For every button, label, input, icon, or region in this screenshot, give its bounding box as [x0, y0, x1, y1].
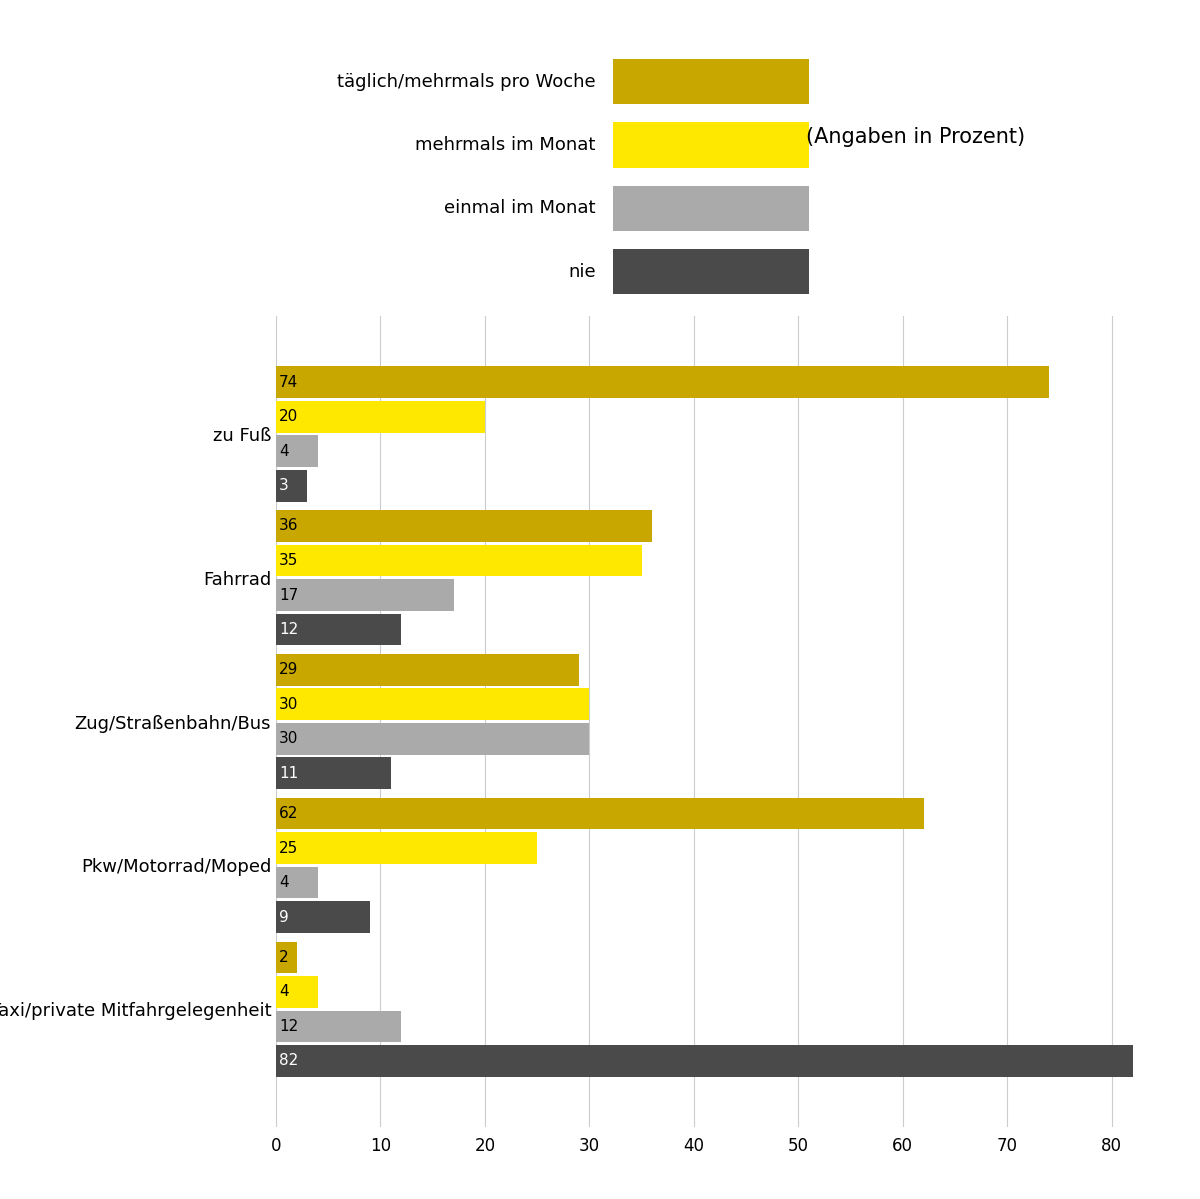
Text: 29: 29 [280, 662, 299, 677]
Text: 4: 4 [280, 984, 289, 1000]
Bar [276, 1011, 401, 1042]
FancyBboxPatch shape [613, 186, 809, 231]
Text: täglich/mehrmals pro Woche: täglich/mehrmals pro Woche [337, 73, 595, 91]
Text: einmal im Monat: einmal im Monat [444, 199, 595, 217]
Text: nie: nie [568, 263, 595, 281]
Text: 9: 9 [280, 910, 289, 924]
Text: 4: 4 [280, 444, 289, 459]
Bar [276, 797, 924, 830]
Bar [276, 688, 589, 721]
Text: 3: 3 [280, 478, 289, 493]
Bar [276, 510, 652, 542]
Text: 2: 2 [280, 950, 289, 965]
Text: 17: 17 [280, 588, 299, 603]
Bar [276, 470, 307, 501]
FancyBboxPatch shape [613, 249, 809, 295]
Bar [276, 435, 318, 468]
Text: 11: 11 [280, 766, 299, 781]
Text: mehrmals im Monat: mehrmals im Monat [415, 135, 595, 153]
Text: 12: 12 [280, 1019, 299, 1034]
Bar [276, 400, 485, 433]
Text: 82: 82 [280, 1054, 299, 1068]
Text: 12: 12 [280, 622, 299, 637]
Bar [276, 902, 370, 933]
Bar [276, 653, 578, 686]
Text: 20: 20 [280, 409, 299, 424]
Text: 30: 30 [280, 697, 299, 712]
Bar [276, 832, 538, 864]
Text: 74: 74 [280, 374, 299, 390]
Text: (Angaben in Prozent): (Angaben in Prozent) [805, 127, 1025, 147]
Text: 4: 4 [280, 875, 289, 890]
Text: 25: 25 [280, 840, 299, 856]
Bar [276, 367, 1049, 398]
Text: 35: 35 [280, 553, 299, 568]
Text: 36: 36 [280, 518, 299, 534]
Bar [276, 1046, 1133, 1077]
Text: 30: 30 [280, 731, 299, 746]
Bar [276, 976, 318, 1007]
Bar [276, 614, 401, 645]
Text: 62: 62 [280, 806, 299, 821]
Bar [276, 867, 318, 898]
Bar [276, 758, 391, 789]
FancyBboxPatch shape [613, 59, 809, 104]
Bar [276, 544, 642, 577]
Bar [276, 723, 589, 754]
Bar [276, 941, 296, 974]
FancyBboxPatch shape [613, 122, 809, 168]
Bar [276, 579, 454, 610]
